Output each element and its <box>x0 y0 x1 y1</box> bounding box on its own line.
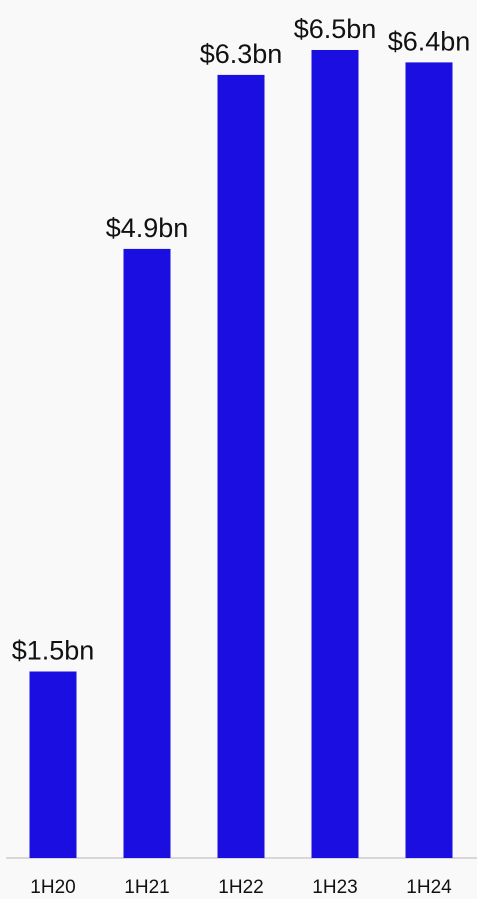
bar-1h23 <box>311 50 359 858</box>
x-tick-label-1h20: 1H20 <box>30 877 75 898</box>
x-tick-label-1h21: 1H21 <box>124 877 169 898</box>
x-tick-labels-group: 1H20 1H21 1H22 1H23 1H24 <box>30 877 452 898</box>
data-labels-group: $1.5bn $4.9bn $6.3bn $6.5bn $6.4bn <box>12 14 471 666</box>
data-label-1h22: $6.3bn <box>200 39 283 69</box>
data-label-1h23: $6.5bn <box>294 14 377 44</box>
x-tick-label-1h24: 1H24 <box>406 877 452 898</box>
data-label-1h20: $1.5bn <box>12 636 95 666</box>
bar-1h21 <box>123 248 171 858</box>
data-label-1h21: $4.9bn <box>106 213 189 243</box>
bar-1h22 <box>217 74 265 858</box>
bar-1h20 <box>29 671 77 858</box>
x-tick-label-1h22: 1H22 <box>218 877 263 898</box>
bars-group <box>29 50 453 858</box>
x-tick-label-1h23: 1H23 <box>312 877 357 898</box>
bar-1h24 <box>405 62 453 858</box>
data-label-1h24: $6.4bn <box>388 26 471 56</box>
